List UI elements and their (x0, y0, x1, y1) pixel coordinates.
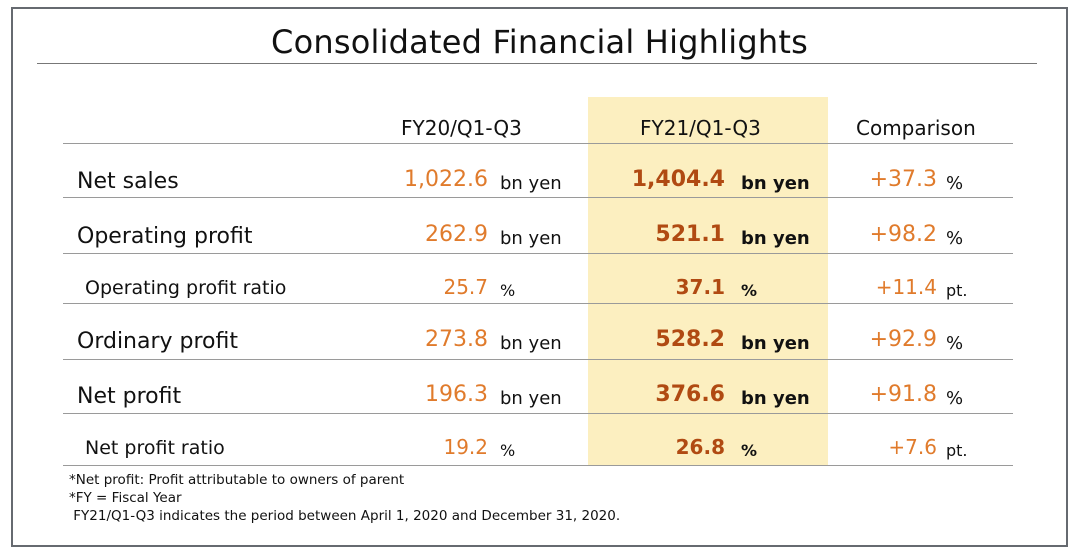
header-divider (63, 143, 1013, 144)
prev-value: 1,022.6 (404, 167, 488, 192)
column-header-curr: FY21/Q1-Q3 (640, 116, 761, 140)
comparison-value: +91.8 (869, 382, 937, 407)
row-label: Operating profit ratio (85, 277, 287, 299)
row-label: Net profit ratio (85, 437, 225, 459)
curr-value: 37.1 (675, 275, 725, 299)
curr-unit: bn yen (741, 333, 810, 354)
row-divider (63, 465, 1013, 466)
prev-unit: bn yen (500, 228, 562, 249)
table-row-net-sales: Net sales 1,022.6 bn yen 1,404.4 bn yen … (13, 167, 1070, 203)
comparison-unit: pt. (946, 281, 968, 300)
row-divider (63, 253, 1013, 254)
prev-value: 262.9 (425, 222, 488, 247)
curr-value: 1,404.4 (631, 167, 725, 192)
comparison-value: +7.6 (888, 435, 937, 459)
column-header-comparison: Comparison (856, 116, 976, 140)
comparison-unit: pt. (946, 441, 968, 460)
table-row-net-profit: Net profit 196.3 bn yen 376.6 bn yen +91… (13, 382, 1070, 418)
row-label: Ordinary profit (77, 329, 239, 354)
comparison-unit: % (946, 333, 964, 354)
row-label: Net sales (77, 169, 179, 194)
comparison-value: +92.9 (869, 327, 937, 352)
prev-value: 19.2 (443, 435, 488, 459)
prev-unit: bn yen (500, 333, 562, 354)
row-divider (63, 197, 1013, 198)
curr-value: 376.6 (655, 382, 725, 407)
curr-unit: % (741, 281, 758, 300)
comparison-value: +37.3 (869, 167, 937, 192)
footnotes: *Net profit: Profit attributable to owne… (69, 471, 620, 525)
page-title: Consolidated Financial Highlights (271, 23, 808, 61)
comparison-unit: % (946, 173, 964, 194)
table-row-operating-profit: Operating profit 262.9 bn yen 521.1 bn y… (13, 222, 1070, 258)
prev-value: 196.3 (425, 382, 488, 407)
title-divider (37, 63, 1037, 64)
curr-value: 528.2 (655, 327, 725, 352)
curr-value: 26.8 (675, 435, 725, 459)
prev-value: 25.7 (443, 275, 488, 299)
row-label: Net profit (77, 384, 182, 409)
comparison-value: +98.2 (869, 222, 937, 247)
row-label: Operating profit (77, 224, 253, 249)
footnote-period: FY21/Q1-Q3 indicates the period between … (69, 508, 621, 524)
table-row-operating-profit-ratio: Operating profit ratio 25.7 % 37.1 % +11… (13, 275, 1070, 311)
table-row-net-profit-ratio: Net profit ratio 19.2 % 26.8 % +7.6 pt. (13, 435, 1070, 471)
curr-value: 521.1 (655, 222, 725, 247)
prev-unit: % (500, 281, 516, 300)
curr-unit: bn yen (741, 388, 810, 409)
curr-unit: bn yen (741, 173, 810, 194)
row-divider (63, 413, 1013, 414)
footnote-fiscal-year: *FY = Fiscal Year (69, 490, 182, 506)
comparison-unit: % (946, 228, 964, 249)
curr-unit: bn yen (741, 228, 810, 249)
current-period-highlight (588, 97, 828, 465)
prev-unit: % (500, 441, 516, 460)
footnote-net-profit: *Net profit: Profit attributable to owne… (69, 472, 405, 488)
comparison-value: +11.4 (875, 275, 937, 299)
comparison-unit: % (946, 388, 964, 409)
table-row-ordinary-profit: Ordinary profit 273.8 bn yen 528.2 bn ye… (13, 327, 1070, 363)
prev-value: 273.8 (425, 327, 488, 352)
slide-frame: Consolidated Financial Highlights FY20/Q… (11, 7, 1068, 547)
prev-unit: bn yen (500, 388, 562, 409)
prev-unit: bn yen (500, 173, 562, 194)
column-header-prev: FY20/Q1-Q3 (401, 116, 522, 140)
curr-unit: % (741, 441, 758, 460)
row-divider (63, 303, 1013, 304)
row-divider (63, 359, 1013, 360)
